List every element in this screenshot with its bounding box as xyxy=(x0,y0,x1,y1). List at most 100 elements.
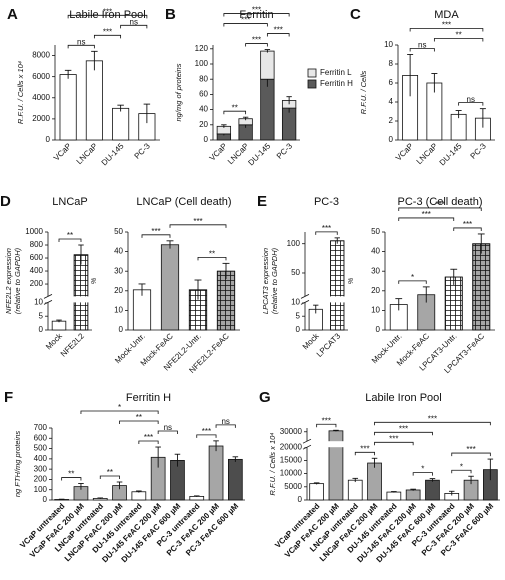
chart-title: PC-3 (Cell death) xyxy=(398,196,483,208)
bar xyxy=(132,289,152,331)
y-tick-label: 20000 xyxy=(280,442,303,451)
significance-label: * xyxy=(411,273,414,282)
y-tick-label: 20 xyxy=(199,120,208,129)
y-tick-label: 30000 xyxy=(280,427,303,436)
significance-label: *** xyxy=(252,6,261,15)
x-tick-label: LNCaP xyxy=(415,142,440,167)
y-tick-label: 600 xyxy=(34,433,48,442)
significance-bracket xyxy=(451,452,491,457)
legend-swatch xyxy=(307,79,317,89)
y-tick-label: 800 xyxy=(30,240,44,249)
y-tick-label: 10 xyxy=(371,306,380,315)
bar xyxy=(405,489,421,501)
y-axis-label: NFE2L2 expression xyxy=(4,248,13,314)
y-tick-label: 8000 xyxy=(32,51,50,60)
chart-title: MDA xyxy=(434,9,459,21)
panel-label: E xyxy=(257,193,267,210)
y-axis-label: ng/mg of proteins xyxy=(174,63,183,121)
y-tick-label: 500 xyxy=(34,444,48,453)
significance-bracket xyxy=(196,434,217,438)
y-tick-label: 6 xyxy=(389,78,394,87)
significance-bracket xyxy=(120,24,148,29)
y-tick-label: 30 xyxy=(371,266,380,275)
significance-label: ns xyxy=(164,423,172,432)
significance-bracket xyxy=(433,38,484,42)
significance-label: *** xyxy=(103,27,112,36)
legend-label: Ferritin L xyxy=(320,68,352,77)
y-tick-label: 10 xyxy=(291,298,300,307)
bar-hatch xyxy=(73,254,89,331)
legend-label: Ferritin H xyxy=(320,79,353,88)
bar xyxy=(228,458,243,501)
y-tick-label: 700 xyxy=(34,423,48,432)
x-tick-label: NFE2L2 xyxy=(59,331,87,359)
significance-bracket xyxy=(409,48,435,52)
y-tick-label: 100 xyxy=(287,239,301,248)
significance-bracket xyxy=(138,440,159,445)
bar xyxy=(59,74,77,141)
y-tick-label: 120 xyxy=(195,44,209,53)
y-tick-label: 40 xyxy=(371,247,380,256)
significance-label: * xyxy=(460,462,463,471)
y-tick-label: 400 xyxy=(30,266,44,275)
bar xyxy=(386,491,402,501)
break-mark xyxy=(43,300,53,305)
chart-title: Ferritin xyxy=(239,9,273,21)
significance-bracket xyxy=(266,33,290,37)
significance-label: *** xyxy=(252,36,261,45)
significance-label: ns xyxy=(467,95,475,104)
bar xyxy=(160,244,180,331)
significance-bracket xyxy=(245,43,268,47)
bar xyxy=(425,479,440,501)
significance-bracket xyxy=(197,256,227,261)
significance-bracket xyxy=(354,451,375,456)
significance-label: * xyxy=(421,465,424,474)
significance-label: ** xyxy=(456,31,462,40)
significance-label: *** xyxy=(202,427,211,436)
bar-hatch xyxy=(330,240,345,331)
significance-bracket xyxy=(223,110,247,115)
y-tick-label: 8 xyxy=(389,59,394,68)
significance-bracket xyxy=(119,420,159,425)
y-tick-label: 0 xyxy=(376,325,381,334)
y-tick-label: 0 xyxy=(119,325,124,334)
y-tick-label: 600 xyxy=(30,253,44,262)
y-tick-label: 1000 xyxy=(25,227,43,236)
y-tick-label: 300 xyxy=(34,464,48,473)
y-tick-label: 0 xyxy=(46,135,51,144)
significance-label: ** xyxy=(107,468,113,477)
significance-label: *** xyxy=(435,200,444,209)
x-tick-label: LPCAT3 xyxy=(315,331,343,359)
significance-bracket xyxy=(61,477,82,481)
significance-bracket xyxy=(409,28,484,32)
x-tick-label: LNCaP xyxy=(75,142,100,167)
y-axis-label: R.F.U. / Cells xyxy=(359,70,368,114)
panel-label: C xyxy=(350,6,361,23)
y-axis-label: % xyxy=(89,277,98,284)
y-tick-label: 2000 xyxy=(32,114,50,123)
x-tick-label: DU-145 xyxy=(438,141,464,167)
significance-bracket xyxy=(223,23,268,27)
bar xyxy=(367,462,382,501)
x-tick-label: DU-145 xyxy=(100,141,126,167)
significance-bracket xyxy=(93,34,122,39)
significance-label: *** xyxy=(322,224,331,233)
panel-label: A xyxy=(7,6,18,23)
y-tick-label: 6000 xyxy=(32,72,50,81)
panel-label: B xyxy=(165,6,176,23)
significance-label: *** xyxy=(274,26,283,35)
bar xyxy=(309,483,324,501)
significance-label: *** xyxy=(389,434,398,443)
significance-label: *** xyxy=(466,445,475,454)
bar-hatch xyxy=(444,276,463,331)
x-tick-label: VCaP xyxy=(394,142,415,163)
axis-break xyxy=(44,296,94,303)
significance-bracket xyxy=(374,441,414,446)
significance-label: *** xyxy=(428,414,437,423)
significance-bracket xyxy=(315,231,338,235)
significance-bracket xyxy=(374,421,491,426)
y-axis-label: (relative to GAPDH) xyxy=(270,247,279,314)
significance-label: ns xyxy=(221,417,229,426)
significance-bracket xyxy=(223,13,290,17)
